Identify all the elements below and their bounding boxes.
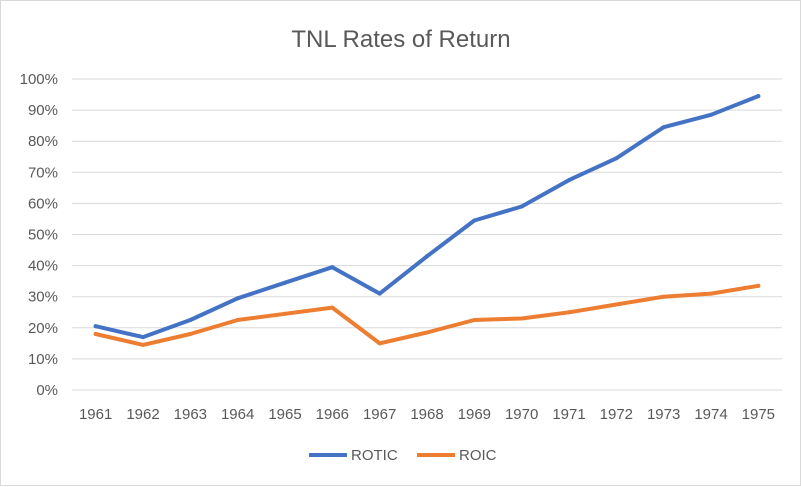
series-line-rotic	[93, 94, 761, 340]
data-point-roic	[614, 302, 619, 307]
chart-title: TNL Rates of Return	[291, 26, 510, 53]
data-point-roic	[425, 330, 429, 335]
y-axis-ticks: 0% 10% 20% 30% 40% 50% 60% 70% 80% 90% 100%	[20, 71, 58, 399]
x-tick-label: 1966	[316, 406, 349, 423]
x-tick-label: 1970	[505, 406, 538, 423]
data-point-roic	[377, 341, 382, 346]
data-point-rotic	[93, 324, 98, 329]
data-point-rotic	[709, 112, 713, 117]
y-tick-label: 50%	[28, 227, 58, 244]
data-point-rotic	[472, 218, 477, 223]
data-point-rotic	[756, 94, 761, 99]
data-point-roic	[330, 305, 335, 310]
data-point-roic	[472, 318, 477, 323]
legend-label-rotic: ROTIC	[351, 447, 398, 464]
y-tick-label: 0%	[36, 382, 58, 399]
y-tick-label: 90%	[28, 102, 58, 119]
data-point-roic	[661, 294, 666, 299]
x-tick-label: 1969	[458, 406, 491, 423]
y-tick-label: 60%	[28, 195, 58, 212]
data-point-roic	[519, 316, 524, 321]
x-tick-label: 1962	[126, 406, 159, 423]
x-tick-label: 1975	[742, 406, 775, 423]
x-tick-label: 1972	[600, 406, 633, 423]
data-point-rotic	[614, 156, 619, 161]
y-tick-label: 40%	[28, 258, 58, 275]
y-tick-label: 20%	[28, 320, 58, 337]
data-point-rotic	[661, 125, 666, 130]
data-point-rotic	[330, 265, 335, 270]
series-line-roic	[93, 283, 761, 347]
data-point-rotic	[188, 318, 193, 323]
x-tick-label: 1968	[410, 406, 443, 423]
data-point-rotic	[283, 280, 287, 285]
legend-label-roic: ROIC	[459, 447, 497, 464]
data-point-roic	[93, 332, 98, 337]
y-tick-label: 80%	[28, 133, 58, 150]
y-tick-label: 30%	[28, 289, 58, 306]
data-point-rotic	[235, 296, 240, 301]
data-point-roic	[756, 283, 761, 288]
data-point-rotic	[141, 335, 145, 340]
data-point-rotic	[425, 254, 429, 259]
data-point-roic	[709, 291, 713, 296]
data-point-roic	[283, 311, 287, 316]
x-tick-label: 1963	[174, 406, 207, 423]
x-tick-label: 1967	[363, 406, 396, 423]
data-point-rotic	[519, 204, 524, 209]
x-tick-label: 1973	[647, 406, 680, 423]
data-point-roic	[567, 310, 571, 315]
x-tick-label: 1964	[221, 406, 254, 423]
legend: ROTIC ROIC	[309, 447, 497, 464]
data-point-rotic	[377, 291, 382, 296]
x-tick-label: 1974	[694, 406, 727, 423]
data-point-roic	[235, 318, 240, 323]
y-tick-label: 10%	[28, 351, 58, 368]
x-tick-label: 1965	[268, 406, 301, 423]
x-tick-label: 1961	[79, 406, 112, 423]
data-point-rotic	[567, 178, 571, 183]
y-tick-label: 100%	[20, 71, 58, 88]
x-tick-label: 1971	[552, 406, 585, 423]
series-lines	[93, 94, 761, 347]
x-axis-ticks: 1961 1962 1963 1964 1965 1966 1967 1968 1969 1970…	[79, 406, 775, 423]
y-tick-label: 70%	[28, 164, 58, 181]
gridlines	[72, 78, 782, 391]
data-point-roic	[188, 332, 193, 337]
data-point-roic	[141, 342, 145, 347]
